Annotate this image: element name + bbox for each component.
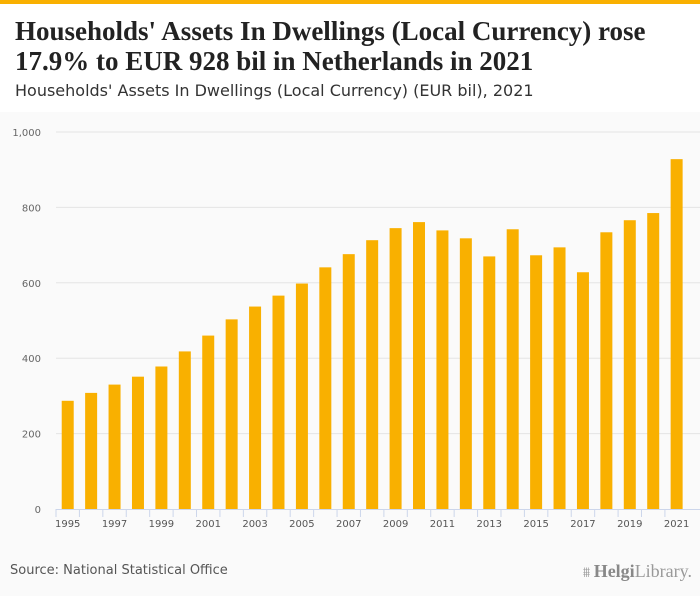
- x-tick-label: 2013: [477, 519, 502, 530]
- bar-2002: [225, 319, 238, 509]
- y-tick-label: 1,000: [12, 128, 41, 139]
- bar-2008: [366, 240, 379, 509]
- x-tick-label: 1999: [149, 519, 174, 530]
- source-note: Source: National Statistical Office: [10, 563, 228, 578]
- bar-2018: [600, 232, 613, 510]
- x-tick-label: 2005: [289, 519, 314, 530]
- x-tick-label: 2021: [664, 519, 689, 530]
- bar-2013: [483, 256, 496, 509]
- bar-2007: [342, 254, 355, 509]
- bar-chart: 0 200 400 600 800 1,000 1995 1997 1999 2001 2003 20…: [12, 128, 700, 530]
- x-tick-label: 1995: [55, 519, 80, 530]
- bar-2021: [670, 159, 683, 510]
- accent-bar: [0, 0, 700, 4]
- bar-1998: [131, 376, 144, 509]
- y-tick-label: 200: [22, 430, 41, 441]
- bar-2009: [389, 228, 402, 509]
- bar-2014: [506, 229, 519, 509]
- bar-2017: [576, 272, 589, 509]
- bar-1995: [61, 400, 74, 509]
- library-icon: ⩩: [582, 566, 594, 581]
- bar-2015: [530, 255, 543, 509]
- x-tick-label: 2007: [336, 519, 361, 530]
- bar-2020: [647, 213, 660, 509]
- bar-1996: [85, 392, 98, 509]
- bar-2001: [202, 335, 215, 509]
- chart-title: Households' Assets In Dwellings (Local C…: [15, 16, 646, 76]
- chart-subtitle: Households' Assets In Dwellings (Local C…: [15, 81, 534, 100]
- x-tick-label: 2017: [570, 519, 595, 530]
- x-tick-label: 2011: [430, 519, 455, 530]
- helgi-library-logo: ⩩ HelgiLibrary.: [582, 561, 692, 581]
- x-tick-label: 1997: [102, 519, 127, 530]
- bar-2010: [413, 222, 426, 509]
- bar-1999: [155, 366, 168, 509]
- bar-2012: [459, 238, 472, 509]
- bar-2005: [295, 283, 308, 509]
- header: Households' Assets In Dwellings (Local C…: [0, 4, 700, 112]
- bar-2004: [272, 295, 285, 509]
- bar-2003: [249, 306, 262, 509]
- x-tick-label: 2015: [523, 519, 548, 530]
- bar-2006: [319, 267, 332, 509]
- x-tick-label: 2001: [196, 519, 221, 530]
- bar-2016: [553, 247, 566, 509]
- y-tick-label: 400: [22, 354, 41, 365]
- y-tick-label: 800: [22, 203, 41, 214]
- bar-2019: [623, 220, 636, 509]
- bar-2000: [178, 351, 191, 509]
- y-tick-label: 0: [35, 505, 41, 516]
- y-tick-label: 600: [22, 279, 41, 290]
- bar-1997: [108, 384, 121, 509]
- x-tick-label: 2009: [383, 519, 408, 530]
- x-tick-label: 2003: [242, 519, 267, 530]
- x-tick-label: 2019: [617, 519, 642, 530]
- bar-2011: [436, 230, 449, 509]
